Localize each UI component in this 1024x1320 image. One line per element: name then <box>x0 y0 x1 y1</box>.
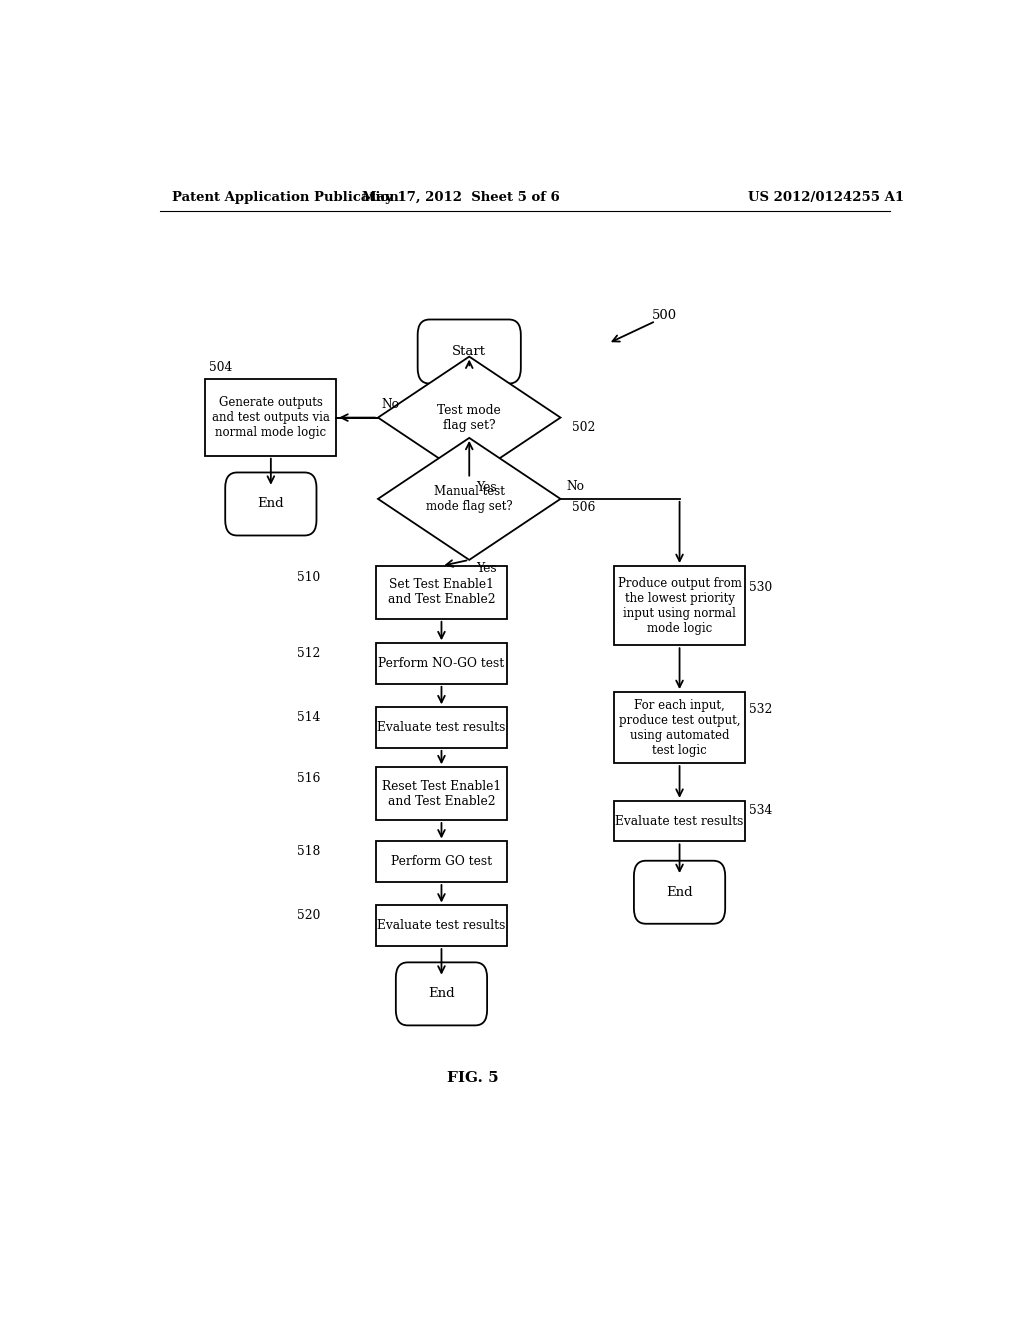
Text: 534: 534 <box>749 804 772 817</box>
Text: 532: 532 <box>749 702 772 715</box>
Text: 518: 518 <box>297 845 321 858</box>
Text: Perform NO-GO test: Perform NO-GO test <box>378 657 505 671</box>
Text: Patent Application Publication: Patent Application Publication <box>172 190 398 203</box>
Bar <box>376 841 507 882</box>
Text: 504: 504 <box>209 362 232 375</box>
Bar <box>614 801 745 841</box>
Text: Generate outputs
and test outputs via
normal mode logic: Generate outputs and test outputs via no… <box>212 396 330 440</box>
Text: End: End <box>667 886 693 899</box>
Text: 506: 506 <box>572 500 596 513</box>
Text: FIG. 5: FIG. 5 <box>447 1072 499 1085</box>
Text: No: No <box>567 479 585 492</box>
Bar <box>376 767 507 820</box>
Text: Evaluate test results: Evaluate test results <box>377 721 506 734</box>
Bar <box>614 692 745 763</box>
Text: Evaluate test results: Evaluate test results <box>615 814 743 828</box>
Text: No: No <box>382 399 400 412</box>
Text: Evaluate test results: Evaluate test results <box>377 919 506 932</box>
Text: 514: 514 <box>297 711 321 723</box>
Bar <box>206 379 336 455</box>
Text: US 2012/0124255 A1: US 2012/0124255 A1 <box>749 190 904 203</box>
Text: Manual test
mode flag set?: Manual test mode flag set? <box>426 484 513 513</box>
FancyBboxPatch shape <box>225 473 316 536</box>
Text: 500: 500 <box>652 309 677 322</box>
Text: Yes: Yes <box>475 480 497 494</box>
Text: End: End <box>428 987 455 1001</box>
Text: 520: 520 <box>297 909 321 923</box>
Polygon shape <box>378 356 560 479</box>
Text: For each input,
produce test output,
using automated
test logic: For each input, produce test output, usi… <box>618 698 740 756</box>
FancyBboxPatch shape <box>634 861 725 924</box>
Text: 516: 516 <box>297 772 321 785</box>
Polygon shape <box>378 438 560 560</box>
Bar <box>376 643 507 684</box>
Bar <box>376 708 507 748</box>
Text: Reset Test Enable1
and Test Enable2: Reset Test Enable1 and Test Enable2 <box>382 780 501 808</box>
Text: 510: 510 <box>297 570 319 583</box>
Text: 502: 502 <box>572 421 596 434</box>
Text: Set Test Enable1
and Test Enable2: Set Test Enable1 and Test Enable2 <box>388 578 496 606</box>
Text: Test mode
flag set?: Test mode flag set? <box>437 404 501 432</box>
Text: 530: 530 <box>749 581 772 594</box>
Text: Start: Start <box>453 345 486 358</box>
FancyBboxPatch shape <box>396 962 487 1026</box>
Text: Produce output from
the lowest priority
input using normal
mode logic: Produce output from the lowest priority … <box>617 577 741 635</box>
Bar <box>614 566 745 645</box>
Text: End: End <box>257 498 285 511</box>
FancyBboxPatch shape <box>418 319 521 384</box>
Bar <box>376 566 507 619</box>
Bar <box>376 906 507 946</box>
Text: May 17, 2012  Sheet 5 of 6: May 17, 2012 Sheet 5 of 6 <box>362 190 560 203</box>
Text: Perform GO test: Perform GO test <box>391 855 493 869</box>
Text: Yes: Yes <box>475 562 497 576</box>
Text: 512: 512 <box>297 647 321 660</box>
